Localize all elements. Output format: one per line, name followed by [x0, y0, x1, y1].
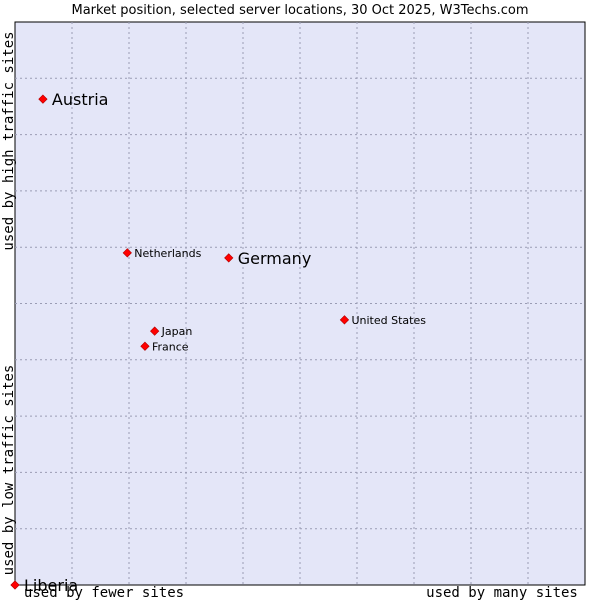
data-point-united-states: United States — [339, 314, 426, 327]
point-label: Japan — [161, 325, 193, 338]
point-marker — [150, 326, 160, 336]
point-label: Germany — [238, 249, 312, 268]
data-point-netherlands: Netherlands — [122, 247, 202, 260]
data-point-liberia: Liberia — [10, 576, 78, 595]
point-marker — [122, 248, 132, 258]
x-axis-label-low: used by fewer sites — [24, 585, 184, 600]
point-marker — [10, 580, 20, 590]
grid-lines — [15, 22, 585, 585]
point-marker — [38, 94, 48, 104]
point-label: Liberia — [24, 576, 78, 595]
point-marker — [339, 315, 350, 325]
data-point-germany: Germany — [224, 249, 312, 268]
point-label: Netherlands — [134, 247, 201, 260]
data-point-japan: Japan — [150, 325, 192, 338]
x-axis-label-high: used by many sites — [426, 585, 578, 600]
point-label: Austria — [52, 90, 109, 109]
point-marker — [224, 253, 234, 263]
y-axis-label-high: used by high traffic sites — [1, 31, 17, 250]
data-point-france: France — [140, 340, 189, 353]
data-points: Austria Netherlands Germany United States Ja… — [10, 90, 426, 595]
y-axis-label-low: used by low traffic sites — [1, 365, 17, 576]
point-marker — [140, 341, 150, 351]
data-point-austria: Austria — [38, 90, 109, 109]
chart-title: Market position, selected server locatio… — [71, 3, 528, 18]
point-label: France — [152, 340, 189, 353]
point-label: United States — [351, 314, 426, 327]
